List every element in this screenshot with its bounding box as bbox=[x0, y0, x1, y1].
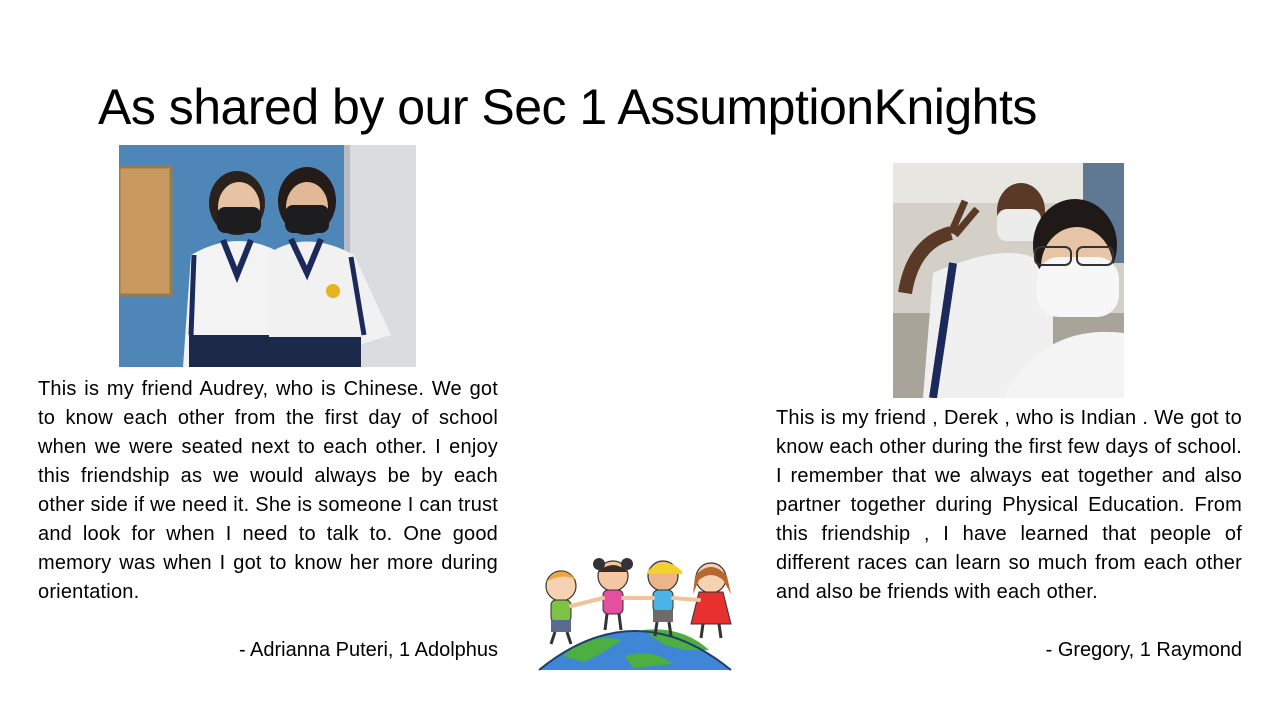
photo-two-girls bbox=[119, 145, 416, 367]
slide-title: As shared by our Sec 1 AssumptionKnights bbox=[98, 79, 1037, 135]
left-testimonial-text: This is my friend Audrey, who is Chinese… bbox=[38, 378, 498, 603]
kids-globe-clipart bbox=[533, 552, 738, 672]
right-signature: - Gregory, 1 Raymond bbox=[1045, 639, 1242, 661]
photo-two-boys bbox=[893, 163, 1124, 398]
right-testimonial-text: This is my friend , Derek , who is India… bbox=[776, 407, 1242, 603]
left-signature: - Adrianna Puteri, 1 Adolphus bbox=[238, 639, 498, 661]
